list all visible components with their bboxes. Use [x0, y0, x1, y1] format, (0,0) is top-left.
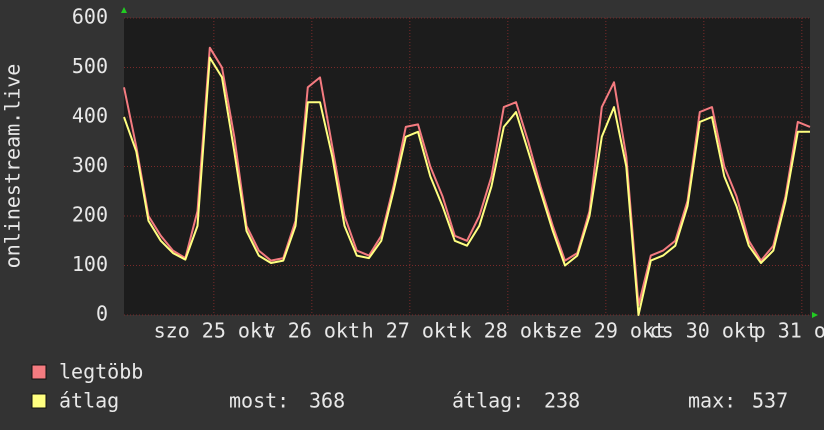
y-tick-label: 0 — [96, 302, 108, 326]
legend-label: legtöbb — [59, 360, 143, 384]
y-axis-title: onlinestream.live — [1, 64, 25, 269]
arrow — [812, 312, 818, 318]
y-tick-label: 200 — [72, 203, 108, 227]
x-tick-label: v 26 okt — [264, 319, 360, 343]
stat-label: max: — [688, 389, 736, 413]
x-tick-label: sze 29 okt — [546, 319, 666, 343]
arrow — [121, 7, 127, 13]
x-tick-label: p 31 okt — [754, 319, 824, 343]
legend-label: átlag — [59, 389, 119, 413]
series-line — [123, 56, 810, 316]
x-tick-label: k 28 okt — [460, 319, 556, 343]
x-tick-label: h 27 okt — [362, 319, 458, 343]
lines — [123, 46, 811, 316]
y-tick-label: 500 — [72, 54, 108, 78]
legend-swatch — [31, 364, 47, 380]
stat-value: 368 — [309, 389, 345, 413]
x-tick-label: szo 25 okt — [154, 319, 274, 343]
x-tick-label: cs 30 okt — [650, 319, 758, 343]
y-tick-label: 400 — [72, 104, 108, 128]
stat-value: 537 — [752, 389, 788, 413]
stat-value: 238 — [544, 389, 580, 413]
y-tick-label: 100 — [72, 252, 108, 276]
stat-label: most: — [229, 389, 289, 413]
y-tick-label: 600 — [72, 5, 108, 29]
series-line — [123, 46, 811, 307]
legend-swatch — [31, 393, 47, 409]
stat-label: átlag: — [452, 389, 524, 413]
y-tick-label: 300 — [72, 153, 108, 177]
